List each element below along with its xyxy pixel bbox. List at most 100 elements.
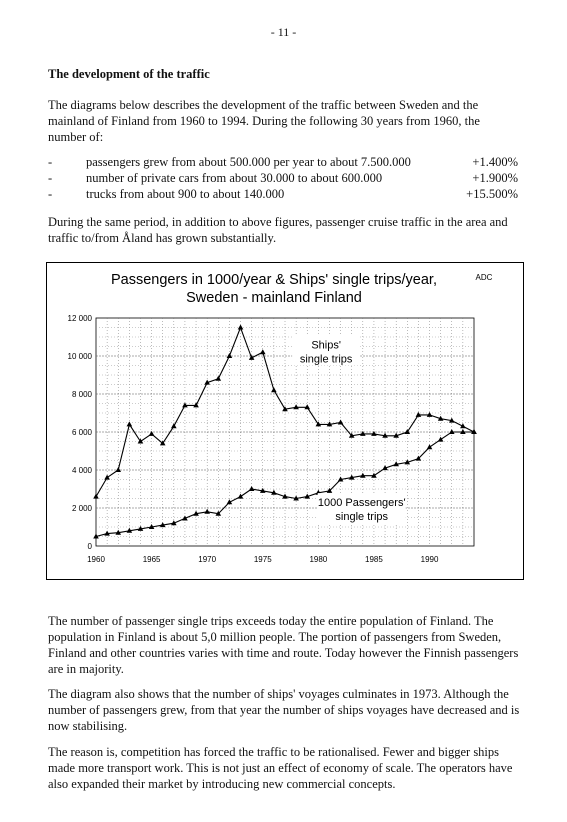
list-bullet: -: [48, 187, 53, 201]
list-item-percent: +1.900%: [472, 171, 518, 185]
x-tick-label: 1960: [87, 555, 105, 564]
y-tick-label: 6 000: [72, 428, 93, 437]
ships-trips-marker: [404, 429, 411, 434]
passengers-marker: [382, 465, 388, 471]
chart-grid: [95, 317, 475, 547]
passengers-marker: [271, 489, 277, 495]
passengers-marker: [171, 520, 177, 526]
ships-trips-marker: [393, 432, 399, 438]
ships-trips-marker: [182, 402, 188, 408]
traffic-chart: Passengers in 1000/year & Ships' single …: [46, 262, 524, 580]
voyages-paragraph: The diagram also shows that the number o…: [48, 687, 520, 733]
reason-paragraph: The reason is, competition has forced th…: [48, 745, 513, 791]
ships-trips-marker: [271, 387, 277, 393]
ships-trips-marker: [259, 349, 266, 355]
passengers-series-label: 1000 Passengers': [318, 497, 406, 509]
population-paragraph: The number of passenger single trips exc…: [48, 614, 519, 676]
list-item: - trucks from about 900 to about 140.000…: [48, 186, 518, 202]
ships-trips-marker: [137, 438, 144, 444]
list-item-text: passengers grew from about 500.000 per y…: [86, 155, 411, 169]
x-tick-label: 1985: [365, 555, 383, 564]
chart-subtitle: Sweden - mainland Finland: [186, 290, 362, 306]
passengers-marker: [460, 429, 466, 434]
passengers-marker: [415, 455, 422, 461]
x-tick-label: 1970: [198, 555, 216, 564]
passengers-marker: [304, 493, 311, 499]
ships-trips-marker: [437, 415, 444, 421]
ships-trips-marker: [448, 417, 455, 423]
ships-trips-marker: [371, 430, 377, 436]
chart-labels: Ships' single trips 1000 Passengers' single…: [292, 335, 406, 524]
x-tick-label: 1975: [254, 555, 272, 564]
y-tick-label: 4 000: [72, 466, 93, 475]
list-item-percent: +1.400%: [472, 155, 518, 169]
ships-trips-marker: [293, 404, 299, 410]
passengers-marker: [204, 508, 210, 514]
y-tick-label: 2 000: [72, 504, 93, 513]
ships-trips-marker: [159, 440, 166, 446]
passengers-marker: [393, 461, 399, 467]
ships-trips-marker: [360, 430, 366, 436]
cruise-paragraph: During the same period, in addition to a…: [48, 215, 508, 245]
ships-trips-marker: [115, 467, 122, 472]
passengers-marker: [293, 495, 299, 501]
passengers-series-label: single trips: [335, 511, 388, 523]
page-number: - 11 -: [270, 25, 297, 39]
list-bullet: -: [48, 155, 53, 169]
y-tick-label: 10 000: [68, 352, 93, 361]
passengers-marker: [126, 527, 133, 533]
ships-trips-marker: [315, 421, 322, 427]
ships-trips-marker: [348, 432, 355, 438]
passengers-marker: [93, 533, 99, 539]
passengers-marker: [159, 522, 166, 528]
x-tick-label: 1990: [421, 555, 439, 564]
ships-trips-marker: [426, 411, 433, 417]
passengers-marker: [226, 499, 233, 505]
ships-trips-marker: [126, 421, 133, 427]
list-item-percent: +15.500%: [466, 187, 518, 201]
passengers-marker: [237, 493, 244, 499]
list-item-text: number of private cars from about 30.000…: [86, 171, 383, 185]
source-mark: ADC: [476, 273, 493, 282]
ships-trips-marker: [215, 375, 222, 381]
ships-trips-marker: [93, 493, 99, 499]
list-bullet: -: [48, 171, 53, 185]
ships-trips-marker: [226, 353, 233, 358]
ships-trips-marker: [237, 324, 244, 330]
chart-series: [93, 324, 477, 539]
ships-trips-marker: [148, 430, 155, 436]
intro-paragraph: The diagrams below describes the develop…: [48, 98, 480, 144]
passengers-marker: [104, 530, 110, 536]
passengers-marker: [326, 487, 333, 493]
ships-trips-marker: [382, 432, 388, 438]
list-item-text: trucks from about 900 to about 140.000: [86, 187, 285, 201]
growth-list: - passengers grew from about 500.000 per…: [48, 154, 518, 202]
x-tick-label: 1980: [309, 555, 327, 564]
passengers-marker: [471, 429, 477, 434]
passengers-marker: [404, 459, 411, 465]
passengers-marker: [448, 429, 455, 434]
y-tick-label: 0: [88, 542, 93, 551]
passengers-marker: [248, 486, 255, 491]
passengers-marker: [215, 510, 222, 516]
ships-trips-marker: [282, 406, 288, 412]
ships-trips-marker: [415, 411, 422, 417]
ships-trips-marker: [460, 423, 466, 429]
passengers-marker: [148, 524, 155, 529]
series-label-bg: [317, 493, 406, 524]
ships-trips-marker: [204, 379, 210, 385]
passengers-marker: [115, 529, 122, 535]
x-tick-label: 1965: [143, 555, 161, 564]
ships-trips-marker: [171, 423, 177, 429]
ships-series-label: Ships': [311, 339, 341, 351]
y-tick-label: 12 000: [68, 314, 93, 323]
ships-trips-marker: [104, 474, 110, 480]
chart-axes: 0 2 000 4 000 6 000 8 000 10 000 12 000 1960 196…: [68, 314, 439, 564]
passengers-marker: [437, 436, 444, 442]
chart-title: Passengers in 1000/year & Ships' single …: [111, 272, 437, 288]
ships-trips-marker: [193, 402, 199, 408]
passengers-marker: [259, 487, 266, 493]
ships-trips-marker: [248, 354, 255, 360]
passengers-marker: [182, 515, 188, 521]
ships-trips-marker: [326, 421, 333, 427]
